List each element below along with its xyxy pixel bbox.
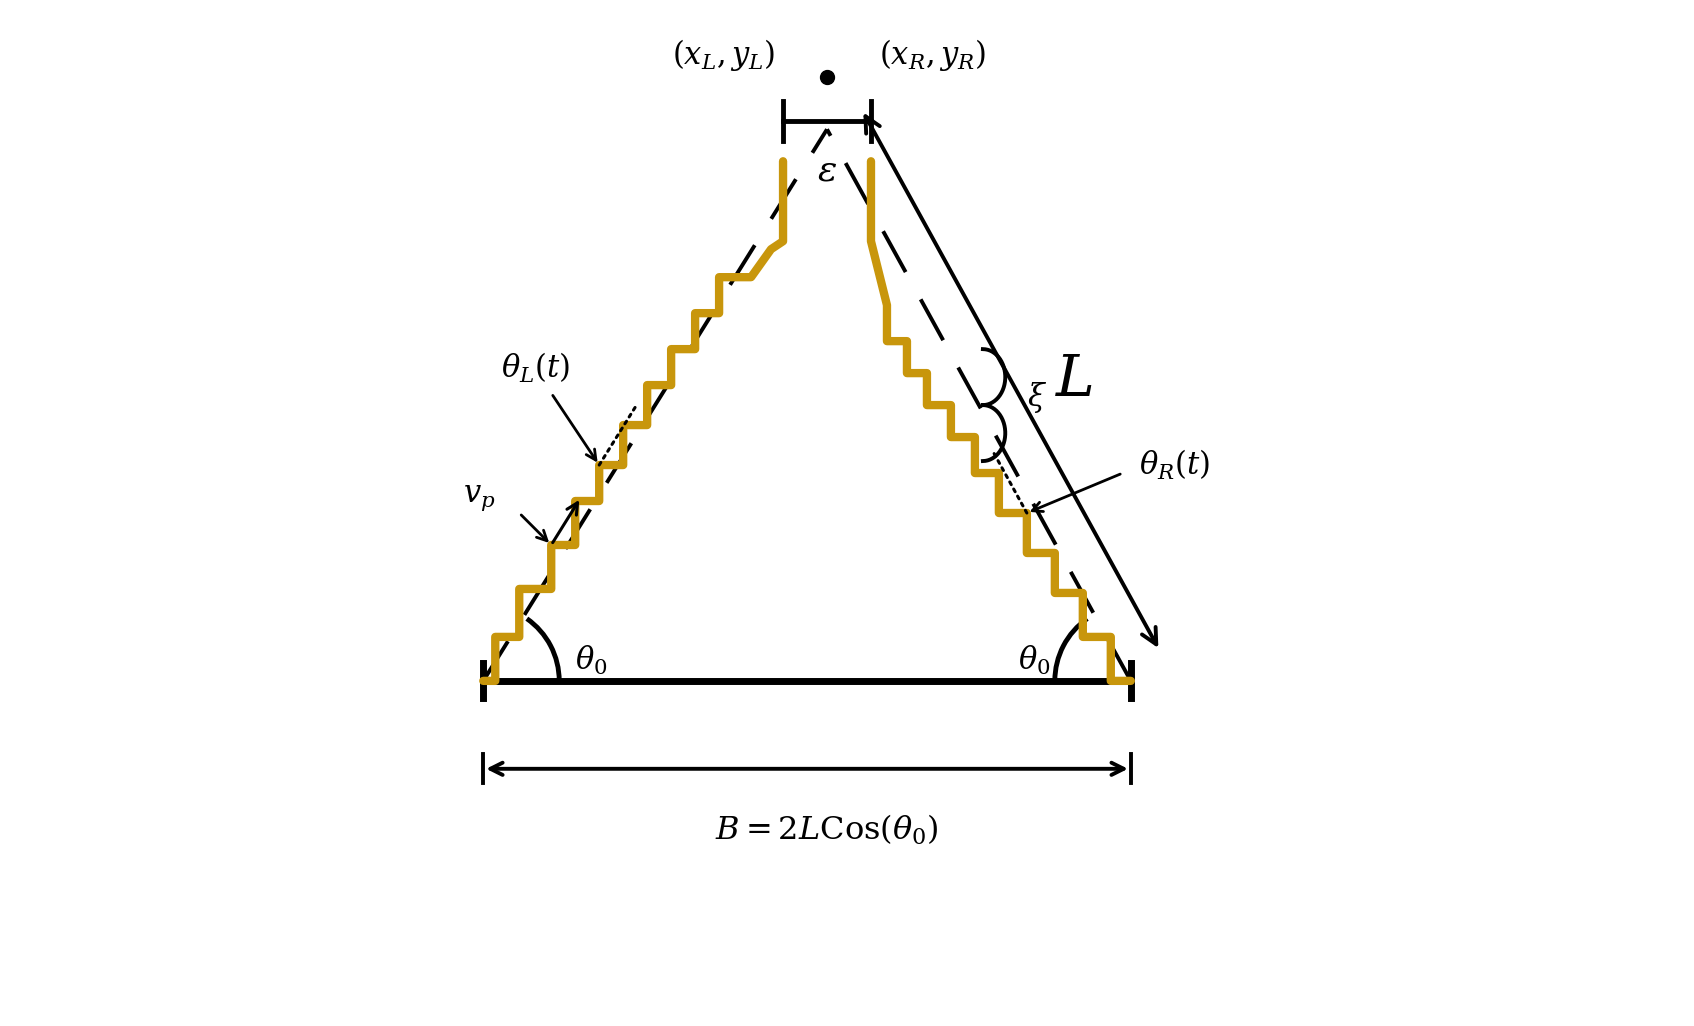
Text: $\theta_L(t)$: $\theta_L(t)$ [501, 351, 569, 385]
Text: $\theta_R(t)$: $\theta_R(t)$ [1138, 448, 1210, 482]
Text: $(\mathit{x}_R,\mathit{y}_R)$: $(\mathit{x}_R,\mathit{y}_R)$ [879, 37, 986, 73]
Text: $B=2L\mathrm{Cos}(\theta_0)$: $B=2L\mathrm{Cos}(\theta_0)$ [715, 813, 938, 846]
Text: $v_p$: $v_p$ [462, 481, 495, 513]
Text: $\theta_0$: $\theta_0$ [576, 643, 608, 677]
Text: $\varepsilon$: $\varepsilon$ [817, 153, 837, 188]
Text: $\xi$: $\xi$ [1027, 380, 1047, 415]
Text: $(\mathit{x}_L,\mathit{y}_L)$: $(\mathit{x}_L,\mathit{y}_L)$ [673, 37, 776, 73]
Text: $\theta_0$: $\theta_0$ [1018, 643, 1050, 677]
Text: $L$: $L$ [1055, 352, 1093, 408]
